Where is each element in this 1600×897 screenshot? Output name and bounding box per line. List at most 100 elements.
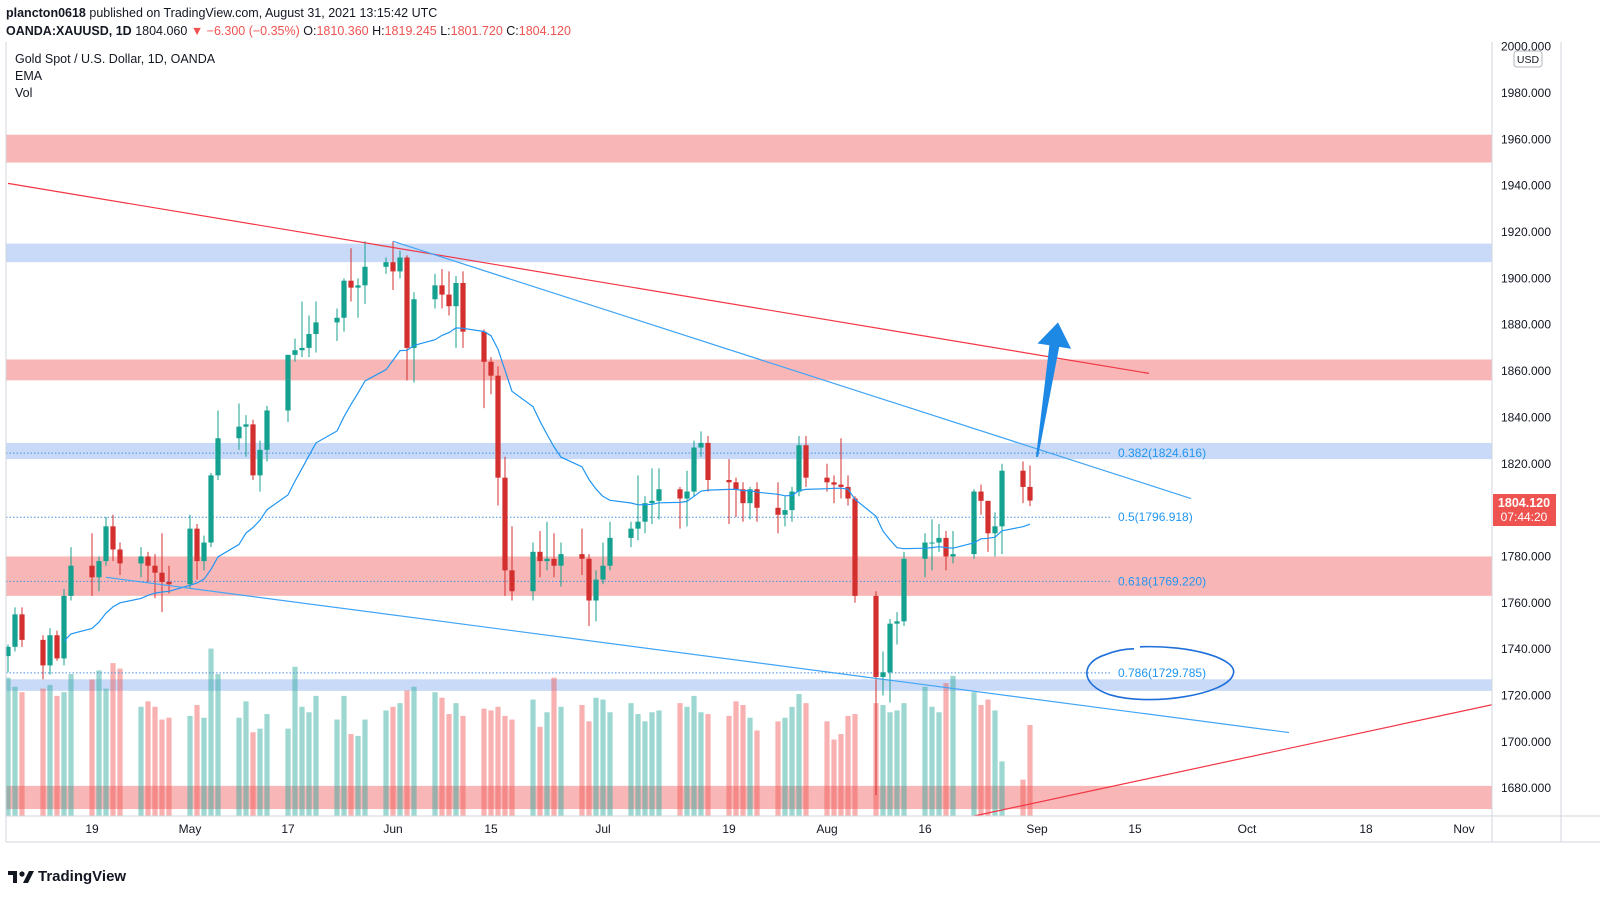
- volume-bar: [397, 703, 403, 816]
- publish-line: plancton0618 published on TradingView.co…: [6, 4, 571, 22]
- volume-bar: [551, 677, 557, 816]
- candle-body: [677, 489, 683, 499]
- x-tick-label: Nov: [1453, 822, 1474, 836]
- volume-bar: [460, 715, 466, 816]
- candle-body: [838, 484, 844, 487]
- y-tick-label: 1860.000: [1501, 364, 1551, 378]
- currency-label[interactable]: USD: [1517, 54, 1540, 66]
- volume-bar: [901, 703, 907, 816]
- ellipse-stroke: [1086, 645, 1235, 701]
- x-tick-label: 15: [484, 822, 498, 836]
- volume-bar: [495, 706, 501, 816]
- x-tick-label: Jun: [383, 822, 402, 836]
- candle-body: [880, 672, 886, 677]
- candle-body: [873, 595, 879, 677]
- volume-bar: [243, 701, 249, 816]
- volume-bar: [257, 728, 263, 816]
- candle-body: [537, 551, 543, 562]
- volume-bar: [411, 686, 417, 816]
- currency-button-bg[interactable]: [1513, 50, 1543, 68]
- candle-body: [159, 572, 165, 582]
- volume-bar: [383, 710, 389, 816]
- candle-body: [544, 558, 550, 562]
- candle-body: [89, 565, 95, 578]
- candle-body: [551, 558, 557, 566]
- brand-name: TradingView: [38, 868, 127, 885]
- volume-bar: [628, 703, 634, 816]
- y-tick-label: 1840.000: [1501, 410, 1551, 424]
- volume-bar: [201, 717, 207, 816]
- currency-button[interactable]: USD: [1513, 50, 1543, 68]
- volume-bar: [299, 706, 305, 816]
- volume-bar: [649, 712, 655, 816]
- volume-bar: [985, 699, 991, 816]
- zone-red-0: [6, 134, 1492, 163]
- candle-body: [558, 554, 564, 566]
- volume-bar: [166, 717, 172, 816]
- volume-bar: [642, 721, 648, 816]
- candle-body: [5, 646, 11, 657]
- x-tick-label: 18: [1359, 822, 1373, 836]
- last-price-badge: 1804.120 07:44:20: [1493, 494, 1556, 526]
- candle-body: [831, 482, 837, 485]
- volume-bar: [138, 706, 144, 816]
- x-tick-label: Aug: [816, 822, 837, 836]
- volume-bars: [5, 648, 1033, 816]
- candle-body: [68, 565, 74, 596]
- volume-bar: [194, 704, 200, 816]
- tradingview-brand[interactable]: TradingView: [8, 868, 126, 885]
- candle-body: [390, 262, 396, 272]
- candle-body: [439, 285, 445, 295]
- candle-body: [502, 477, 508, 571]
- fib-label-2: 0.618(1769.220): [1118, 574, 1206, 588]
- candle-body: [803, 445, 809, 478]
- y-tick-label: 1760.000: [1501, 596, 1551, 610]
- y-tick-label: 1780.000: [1501, 549, 1551, 563]
- volume-bar: [439, 697, 445, 816]
- fib-ellipse-drawing[interactable]: [1086, 645, 1235, 701]
- candle-body: [19, 614, 25, 640]
- y-tick-label: 1680.000: [1501, 781, 1551, 795]
- fib-label-0: 0.382(1824.616): [1118, 446, 1206, 460]
- close-label: C:: [506, 24, 519, 38]
- zone-red-6: [6, 785, 1492, 810]
- y-tick-label: 1960.000: [1501, 132, 1551, 146]
- candle-body: [61, 595, 67, 659]
- volume-bar: [208, 648, 214, 816]
- y-tick-label: 1880.000: [1501, 318, 1551, 332]
- volume-bar: [432, 692, 438, 816]
- legend-ema[interactable]: EMA: [15, 69, 43, 83]
- candle-body: [1020, 470, 1026, 487]
- fib-levels: 0.382(1824.616) 0.5(1796.918) 0.618(1769.2…: [6, 446, 1206, 680]
- volume-bar: [733, 701, 739, 816]
- volume-bar: [117, 668, 123, 816]
- author-name[interactable]: plancton0618: [6, 6, 86, 20]
- volume-bar: [754, 730, 760, 816]
- candle-body: [593, 579, 599, 601]
- volume-bar: [264, 714, 270, 816]
- candle-body: [145, 556, 151, 566]
- chart-legend: Gold Spot / U.S. Dollar, 1D, OANDA EMA V…: [15, 51, 215, 102]
- up-arrow-drawing[interactable]: [1036, 322, 1072, 457]
- trendlines[interactable]: [7, 182, 1493, 817]
- volume-bar: [348, 734, 354, 816]
- candle-body: [404, 257, 410, 348]
- candle-body: [992, 526, 998, 534]
- legend-vol[interactable]: Vol: [15, 86, 33, 100]
- volume-bar: [691, 695, 697, 816]
- candle-body: [579, 554, 585, 559]
- zone-red-2: [6, 359, 1492, 381]
- volume-bar: [971, 692, 977, 816]
- volume-bar: [544, 712, 550, 816]
- candle-body: [754, 489, 760, 508]
- zone-blue-5: [6, 679, 1492, 691]
- badge-price: 1804.120: [1498, 496, 1550, 510]
- volume-bar: [187, 715, 193, 816]
- y-tick-label: 1940.000: [1501, 179, 1551, 193]
- candle-body: [243, 424, 249, 427]
- candle-body: [705, 442, 711, 480]
- volume-bar: [726, 715, 732, 816]
- volume-bar: [341, 695, 347, 816]
- candle-body: [432, 285, 438, 300]
- price-chart[interactable]: 0.382(1824.616) 0.5(1796.918) 0.618(1769.2…: [0, 0, 1600, 862]
